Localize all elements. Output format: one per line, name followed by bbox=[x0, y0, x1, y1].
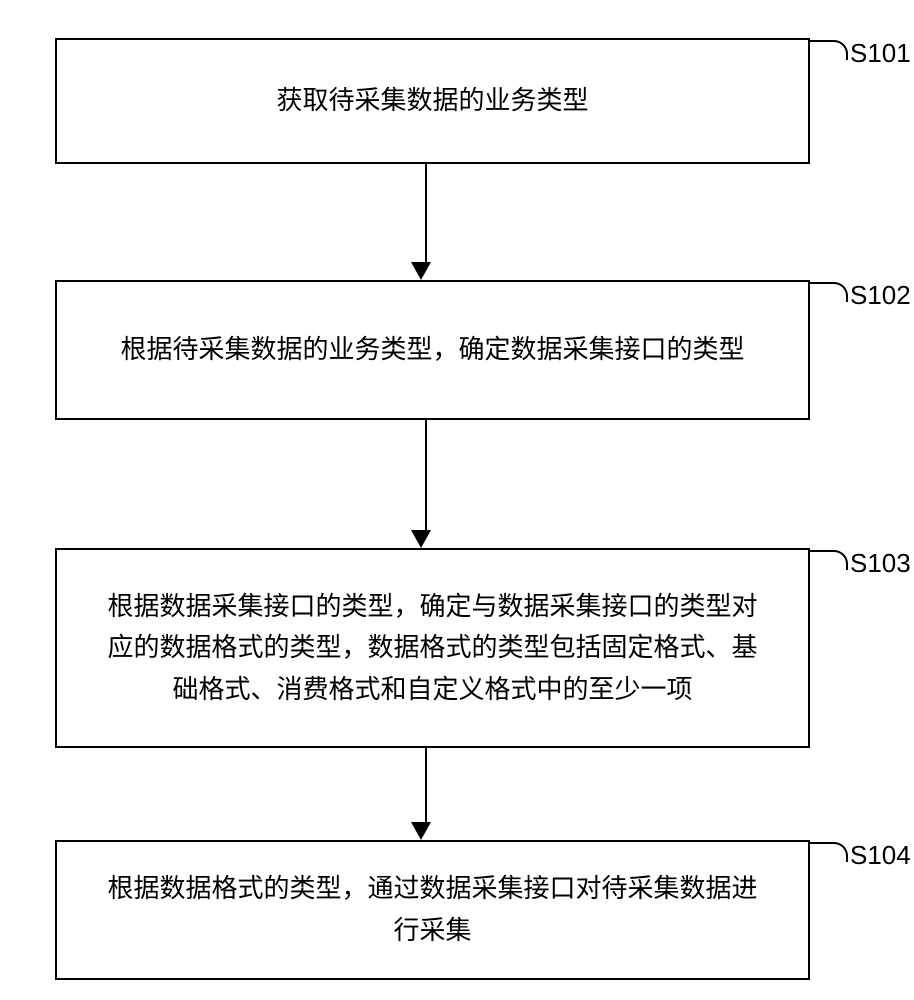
step-box-s104: 根据数据格式的类型，通过数据采集接口对待采集数据进行采集 bbox=[55, 840, 810, 980]
step-text-s104: 根据数据格式的类型，通过数据采集接口对待采集数据进行采集 bbox=[97, 868, 768, 951]
label-connector-s102 bbox=[810, 282, 848, 302]
step-label-s104: S104 bbox=[850, 840, 911, 871]
arrow-line-2 bbox=[425, 420, 427, 530]
arrow-line-3 bbox=[425, 748, 427, 822]
arrow-3 bbox=[420, 748, 431, 840]
step-text-s101: 获取待采集数据的业务类型 bbox=[276, 80, 588, 122]
label-connector-s104 bbox=[810, 842, 848, 862]
step-label-s101: S101 bbox=[850, 38, 911, 69]
step-text-s103: 根据数据采集接口的类型，确定与数据采集接口的类型对应的数据格式的类型，数据格式的… bbox=[97, 586, 768, 711]
step-box-s101: 获取待采集数据的业务类型 bbox=[55, 38, 810, 164]
label-connector-s103 bbox=[810, 550, 848, 570]
flowchart-container: 获取待采集数据的业务类型 S101 根据待采集数据的业务类型，确定数据采集接口的… bbox=[0, 0, 914, 1000]
step-box-s102: 根据待采集数据的业务类型，确定数据采集接口的类型 bbox=[55, 280, 810, 420]
arrow-head-2 bbox=[411, 530, 431, 548]
step-label-s102: S102 bbox=[850, 280, 911, 311]
step-text-s102: 根据待采集数据的业务类型，确定数据采集接口的类型 bbox=[120, 329, 744, 371]
arrow-1 bbox=[420, 164, 431, 280]
arrow-line-1 bbox=[425, 164, 427, 262]
arrow-head-3 bbox=[411, 822, 431, 840]
step-box-s103: 根据数据采集接口的类型，确定与数据采集接口的类型对应的数据格式的类型，数据格式的… bbox=[55, 548, 810, 748]
label-connector-s101 bbox=[810, 40, 848, 60]
arrow-2 bbox=[420, 420, 431, 548]
arrow-head-1 bbox=[411, 262, 431, 280]
step-label-s103: S103 bbox=[850, 548, 911, 579]
